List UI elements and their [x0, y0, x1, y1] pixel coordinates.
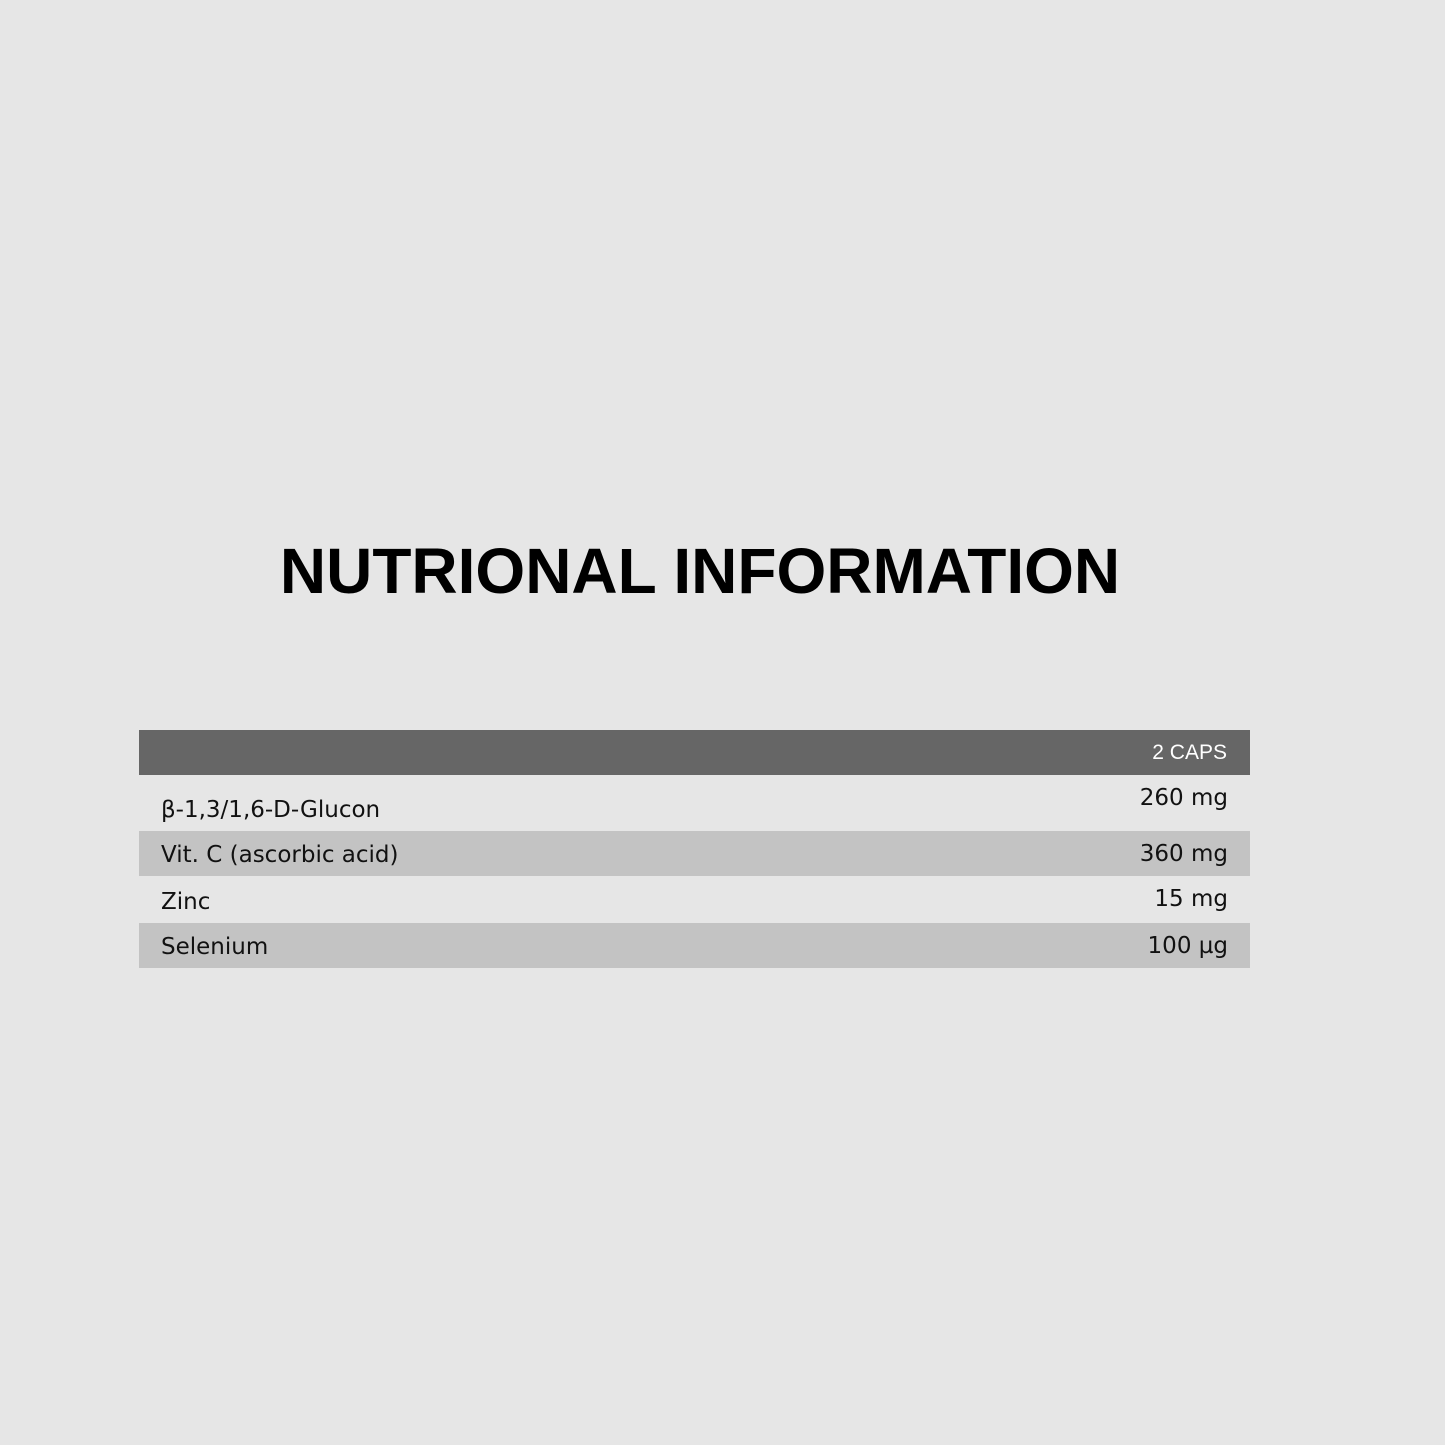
nutrition-table: 2 CAPS β-1,3/1,6-D-Glucon 260 mg Vit. C …	[139, 730, 1250, 968]
nutrient-name: Selenium	[161, 934, 269, 960]
nutrient-value: 360 mg	[1139, 841, 1228, 867]
nutrient-name: Zinc	[161, 889, 211, 915]
page-title: NUTRIONAL INFORMATION	[279, 535, 1121, 607]
nutrient-value: 15 mg	[1154, 886, 1228, 912]
nutrient-value: 100 µg	[1147, 933, 1228, 959]
nutrient-name: Vit. C (ascorbic acid)	[161, 842, 399, 868]
nutrient-value: 260 mg	[1139, 785, 1228, 811]
table-row: Selenium 100 µg	[139, 923, 1250, 968]
table-row: Vit. C (ascorbic acid) 360 mg	[139, 831, 1250, 876]
table-row: Zinc 15 mg	[139, 876, 1250, 923]
serving-size-label: 2 CAPS	[1152, 740, 1227, 764]
table-row: β-1,3/1,6-D-Glucon 260 mg	[139, 775, 1250, 831]
table-header: 2 CAPS	[139, 730, 1250, 775]
nutrient-name: β-1,3/1,6-D-Glucon	[161, 797, 381, 823]
